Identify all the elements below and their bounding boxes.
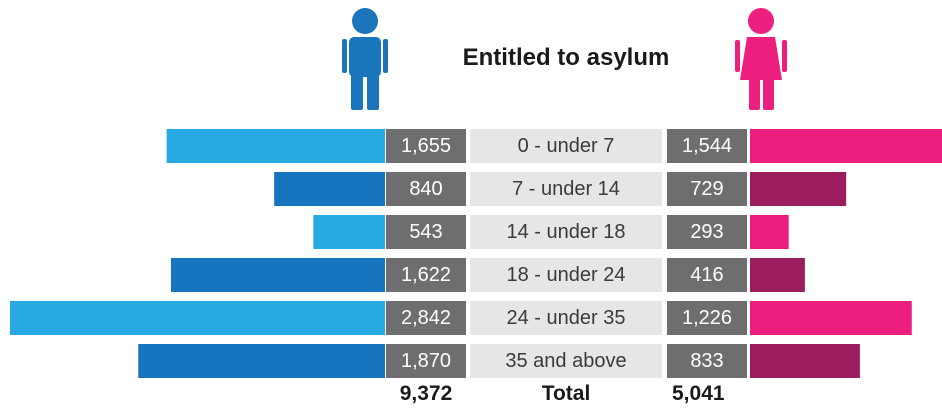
female-value-label: 293 bbox=[667, 215, 747, 249]
female-bar bbox=[750, 215, 789, 249]
chart-title: Entitled to asylum bbox=[462, 44, 670, 71]
female-bar bbox=[750, 344, 860, 378]
age-group-label: 35 and above bbox=[470, 344, 662, 378]
age-group-label: 18 - under 24 bbox=[470, 258, 662, 292]
age-group-label: 7 - under 14 bbox=[470, 172, 662, 206]
female-value-label: 1,226 bbox=[667, 301, 747, 335]
male-value-label: 1,870 bbox=[386, 344, 466, 378]
male-bar bbox=[170, 258, 385, 292]
female-value-label: 416 bbox=[667, 258, 747, 292]
female-bar bbox=[750, 129, 942, 163]
male-value-label: 840 bbox=[386, 172, 466, 206]
male-value-label: 2,842 bbox=[386, 301, 466, 335]
total-right-value: 5,041 bbox=[672, 382, 725, 405]
total-left-value: 9,372 bbox=[399, 382, 453, 405]
male-value-label: 543 bbox=[386, 215, 466, 249]
female-person-icon bbox=[735, 8, 787, 110]
female-value-label: 833 bbox=[667, 344, 747, 378]
male-bar bbox=[10, 301, 385, 335]
male-bar bbox=[274, 172, 385, 206]
female-value-label: 1,544 bbox=[667, 129, 747, 163]
age-group-label: 14 - under 18 bbox=[470, 215, 662, 249]
male-bar bbox=[313, 215, 385, 249]
female-bar bbox=[750, 172, 847, 206]
female-value-label: 729 bbox=[667, 172, 747, 206]
female-bars bbox=[750, 129, 942, 378]
age-group-label: 0 - under 7 bbox=[470, 129, 662, 163]
female-bar bbox=[750, 258, 805, 292]
male-bar bbox=[166, 129, 385, 163]
total-label: Total bbox=[541, 382, 591, 405]
age-group-label: 24 - under 35 bbox=[470, 301, 662, 335]
male-person-icon bbox=[342, 8, 388, 110]
male-bars bbox=[10, 129, 385, 378]
male-value-label: 1,655 bbox=[386, 129, 466, 163]
male-bar bbox=[138, 344, 385, 378]
male-value-label: 1,622 bbox=[386, 258, 466, 292]
female-bar bbox=[750, 301, 912, 335]
